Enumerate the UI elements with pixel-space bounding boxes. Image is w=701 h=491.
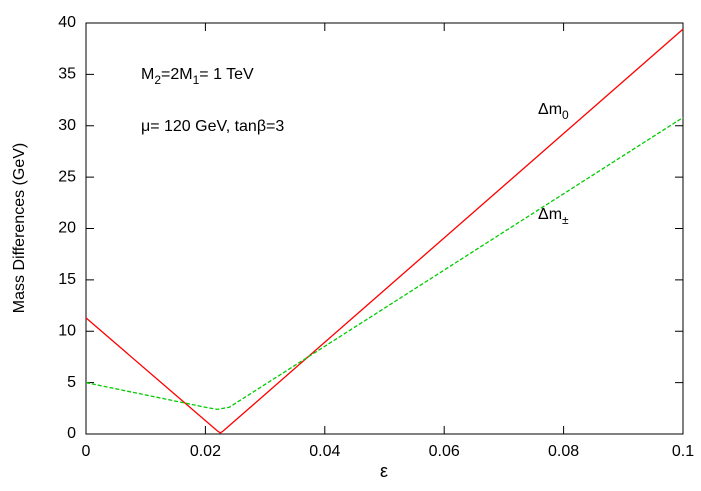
text-part: μ= 120 GeV, tanβ=3 xyxy=(141,118,284,135)
y-tick-label: 40 xyxy=(58,14,76,31)
x-tick-label: 0 xyxy=(82,443,91,460)
annotation: μ= 120 GeV, tanβ=3 xyxy=(141,118,284,135)
text-part: =2M xyxy=(161,66,193,83)
y-tick-label: 30 xyxy=(58,117,76,134)
y-tick-label: 25 xyxy=(58,168,76,185)
series-line xyxy=(85,28,684,434)
text-part: ± xyxy=(562,213,569,227)
series-label: Δm0 xyxy=(538,101,569,122)
x-tick-label: 0.06 xyxy=(429,443,460,460)
y-tick-label: 5 xyxy=(67,374,76,391)
y-tick-label: 10 xyxy=(58,322,76,339)
y-tick-label: 15 xyxy=(58,271,76,288)
y-tick-label: 35 xyxy=(58,66,76,83)
text-part: M xyxy=(141,66,154,83)
text-part: 1 xyxy=(193,73,200,87)
x-tick-label: 0.04 xyxy=(309,443,340,460)
x-tick-label: 0.08 xyxy=(548,443,579,460)
text-part: 2 xyxy=(154,73,161,87)
text-part: Δm xyxy=(538,101,562,118)
x-tick-label: 0.1 xyxy=(672,443,694,460)
text-part: = 1 TeV xyxy=(199,66,254,83)
text-part: Δm xyxy=(538,206,562,223)
x-tick-label: 0.02 xyxy=(190,443,221,460)
y-axis-label: Mass Differences (GeV) xyxy=(11,143,28,313)
plot-frame xyxy=(85,22,684,435)
series-line xyxy=(85,116,684,410)
series-label: Δm± xyxy=(538,206,569,227)
y-tick-label: 0 xyxy=(67,425,76,442)
text-part: 0 xyxy=(562,108,569,122)
y-tick-label: 20 xyxy=(58,220,76,237)
annotation: M2=2M1= 1 TeV xyxy=(141,66,254,87)
x-axis-label: ε xyxy=(380,461,388,481)
